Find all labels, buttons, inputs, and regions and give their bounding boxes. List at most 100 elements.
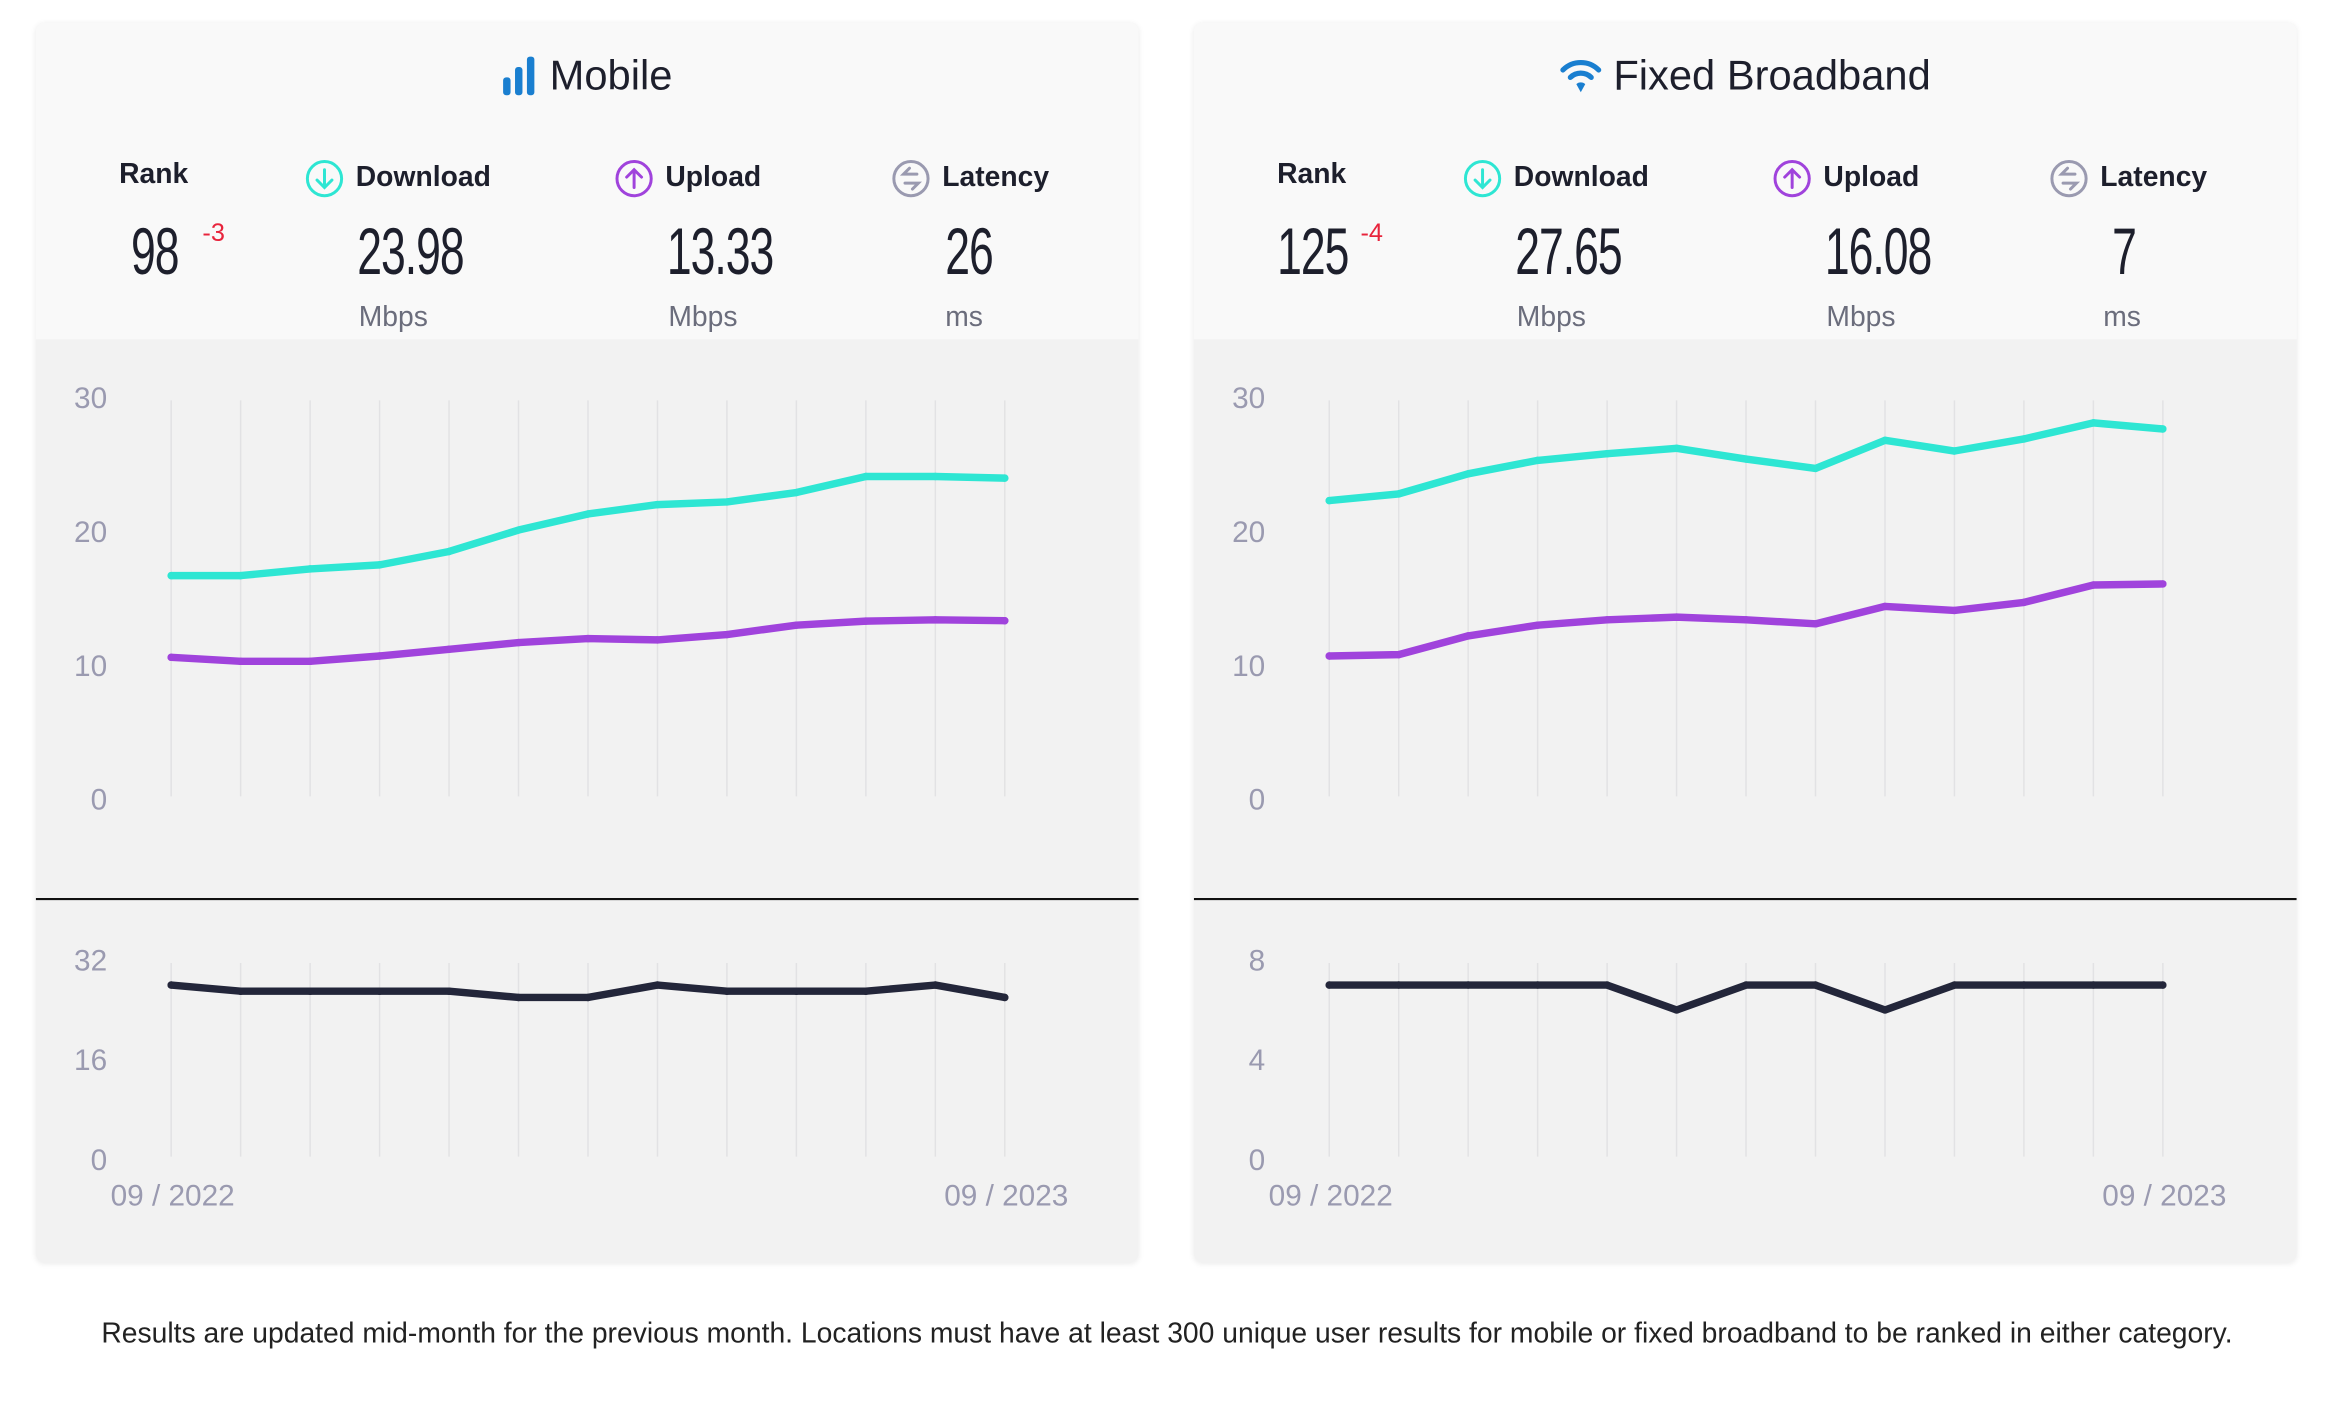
y-tick-label: 10: [1232, 650, 1265, 683]
download-value: 23.98: [357, 215, 464, 289]
upload-data-point: [2159, 580, 2167, 588]
upload-stat: Upload 13.33 Mbps: [615, 159, 774, 333]
latency-label: Latency: [2100, 162, 2208, 194]
upload-label: Upload: [665, 162, 762, 194]
upload-data-point: [1533, 621, 1542, 629]
latency-label: Latency: [942, 162, 1050, 194]
y-tick-label: 8: [1249, 945, 1266, 978]
rank-value: 98: [130, 215, 180, 289]
upload-unit: Mbps: [668, 302, 738, 334]
card-title: Mobile: [36, 52, 1139, 100]
upload-label: Upload: [1823, 162, 1920, 194]
latency-data-point: [1394, 981, 1403, 989]
latency-unit: ms: [945, 302, 983, 334]
download-data-point: [1950, 447, 1959, 455]
y-tick-label: 30: [74, 382, 107, 415]
download-stat: Download 23.98 Mbps: [305, 159, 491, 333]
y-tick-label: 20: [1232, 516, 1265, 549]
download-data-point: [723, 498, 731, 506]
latency-data-point: [375, 987, 384, 995]
card-title-text: Mobile: [549, 52, 673, 99]
latency-data-point: [1603, 981, 1611, 989]
upload-data-point: [2020, 598, 2028, 607]
card-header: Mobile Rank 98 -3 Download 23.98 Mbps Up…: [35, 22, 1139, 340]
upload-data-point: [1325, 652, 1333, 660]
upload-value: 16.08: [1824, 215, 1932, 289]
upload-data-point: [1394, 650, 1403, 659]
latency-data-point: [1533, 981, 1542, 989]
rank-label: Rank: [1277, 159, 1347, 191]
download-data-point: [584, 510, 592, 518]
latency-data-point: [653, 981, 662, 989]
download-data-point: [1464, 470, 1472, 478]
signal-bars-icon: [503, 56, 535, 96]
y-tick-label: 20: [74, 516, 107, 549]
upload-data-point: [306, 657, 314, 666]
download-data-point: [1881, 436, 1889, 445]
latency-value: 7: [2112, 215, 2137, 289]
upload-data-point: [1672, 613, 1681, 621]
upload-data-point: [1881, 602, 1889, 611]
upload-data-point: [1950, 606, 1959, 615]
x-tick-label: 09 / 2022: [111, 1180, 235, 1213]
y-tick-label: 4: [1249, 1044, 1266, 1077]
upload-data-point: [514, 638, 523, 647]
upload-data-point: [445, 645, 453, 654]
rank-stat: Rank 125 -4: [1277, 159, 1383, 288]
download-data-point: [306, 565, 314, 573]
wifi-icon: [1560, 59, 1602, 93]
download-unit: Mbps: [358, 302, 428, 334]
download-data-point: [2020, 435, 2028, 443]
latency-data-point: [514, 993, 523, 1002]
upload-data-point: [653, 636, 662, 644]
latency-data-point: [1001, 993, 1009, 1002]
card-title-text: Fixed Broadband: [1613, 52, 1931, 99]
latency-data-point: [445, 987, 453, 995]
card-header: Fixed Broadband Rank 125 -4 Download 27.…: [1193, 22, 2297, 340]
upload-arrow-icon: [615, 160, 653, 198]
upload-data-point: [584, 634, 592, 643]
download-data-point: [1001, 474, 1009, 482]
x-tick-label: 09 / 2022: [1269, 1180, 1393, 1213]
download-value: 27.65: [1515, 215, 1622, 289]
latency-data-point: [2089, 981, 2098, 989]
download-data-point: [2089, 419, 2098, 427]
upload-data-point: [1603, 616, 1611, 624]
upload-value: 13.33: [666, 215, 774, 289]
download-data-point: [1325, 496, 1333, 505]
fixed-broadband-charts: 0 10 20 30 0 4 8 09 / 2022 09 / 2023: [1193, 382, 2297, 1213]
latency-stat: Latency 26 ms: [892, 159, 1050, 333]
y-tick-label: 0: [91, 784, 108, 817]
x-tick-label: 09 / 2023: [2102, 1180, 2226, 1213]
download-data-point: [375, 561, 384, 569]
upload-data-point: [375, 652, 384, 660]
download-data-point: [514, 526, 523, 534]
mobile-card: Mobile Rank 98 -3 Download 23.98 Mbps Up…: [35, 22, 1139, 1263]
download-data-point: [1533, 456, 1542, 465]
latency-arrows-icon: [2050, 160, 2088, 198]
download-data-point: [2159, 425, 2167, 433]
y-tick-label: 0: [1249, 784, 1266, 817]
latency-unit: ms: [2103, 302, 2141, 334]
download-label: Download: [1513, 162, 1649, 194]
download-label: Download: [355, 162, 491, 194]
latency-data-point: [2159, 981, 2167, 989]
download-data-point: [1811, 464, 1820, 473]
y-tick-label: 0: [1249, 1144, 1266, 1177]
upload-data-point: [1742, 616, 1750, 624]
y-tick-label: 30: [1232, 382, 1265, 415]
upload-data-point: [1811, 620, 1820, 628]
download-data-point: [1603, 449, 1611, 458]
download-data-point: [167, 571, 175, 580]
latency-value: 26: [945, 215, 994, 289]
download-data-point: [653, 500, 662, 509]
upload-data-point: [862, 617, 870, 625]
latency-data-point: [1464, 981, 1472, 989]
upload-data-point: [1001, 617, 1009, 625]
latency-data-point: [931, 981, 940, 989]
y-tick-label: 32: [74, 945, 107, 978]
rank-value: 125: [1277, 215, 1349, 289]
x-tick-label: 09 / 2023: [944, 1180, 1068, 1213]
rank-label: Rank: [119, 159, 189, 191]
upload-data-point: [2089, 581, 2098, 589]
